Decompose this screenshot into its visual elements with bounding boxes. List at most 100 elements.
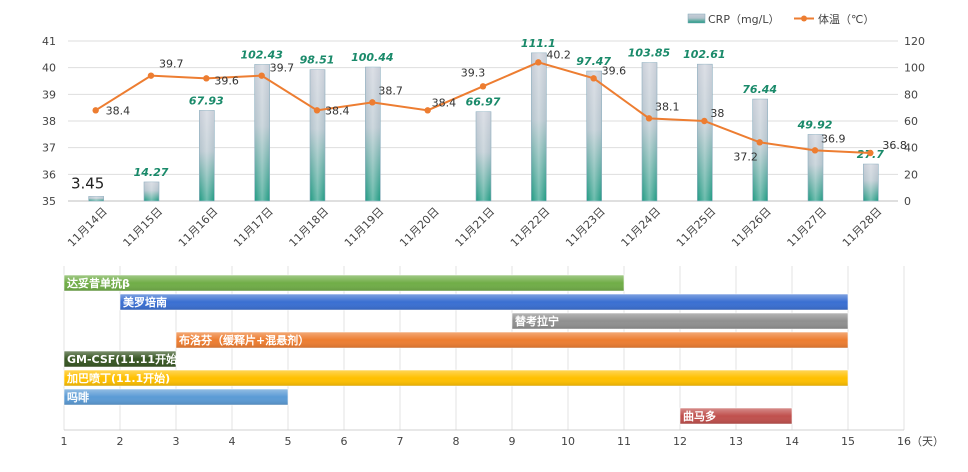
legend-label-temp: 体温（℃） [818, 12, 874, 26]
gantt-x-tick-label: 12 [673, 435, 687, 448]
temperature-point [92, 107, 99, 114]
x-category-label: 11月27日 [785, 205, 830, 250]
gantt-task-label: 达妥昔单抗β [67, 276, 130, 290]
temperature-data-label: 37.2 [733, 150, 758, 163]
bar [752, 98, 768, 202]
y-right-tick-label: 40 [904, 142, 918, 155]
y-left-tick-label: 41 [42, 35, 56, 48]
x-category-label: 11月19日 [342, 205, 387, 250]
x-category-label: 11月20日 [397, 205, 442, 250]
bar-shine [697, 64, 713, 201]
bar [199, 110, 215, 202]
bar-data-label: 97.47 [576, 55, 611, 68]
bar [143, 181, 160, 202]
gantt-task-label: 吗啡 [67, 390, 89, 404]
gantt-x-axis: 1 2 3 4 5 6 7 8 9 10 11 12 13 14 15 16 （天） [61, 429, 944, 448]
bar-data-label: 102.43 [240, 48, 283, 61]
combo-chart: 35 36 37 38 39 40 41 0 20 40 60 80 100 120 3.45 14.27… [42, 12, 925, 249]
gantt-task-label: 替考拉宁 [515, 314, 559, 328]
x-category-label: 11月24日 [619, 205, 664, 250]
bar-shine [88, 196, 104, 201]
temperature-data-label: 38 [710, 107, 724, 120]
x-category-label: 11月15日 [121, 205, 166, 250]
gantt-task: GM-CSF(11.11开始) [63, 350, 182, 368]
y-left-tick-label: 38 [42, 115, 56, 128]
temperature-data-label: 39.6 [602, 64, 627, 77]
gantt-task: 美罗培南 [119, 293, 849, 311]
bar-data-label: 111.1 [521, 37, 556, 50]
gantt-task-shine [64, 389, 288, 405]
x-category-label: 11月18日 [287, 205, 332, 250]
y-left-tick-label: 37 [42, 142, 56, 155]
gantt-task-shine [176, 332, 848, 348]
gantt-task-label: GM-CSF(11.11开始) [67, 352, 182, 366]
bar-data-label: 3.45 [71, 174, 104, 192]
temperature-point [203, 75, 210, 82]
temperature-point [258, 72, 265, 79]
bar [697, 63, 713, 202]
bar-data-label: 66.97 [466, 96, 501, 109]
gantt-x-tick-label: 2 [117, 435, 124, 448]
gantt-x-tick-label: 15 [841, 435, 855, 448]
x-category-label: 11月21日 [453, 205, 498, 250]
temperature-point [424, 107, 431, 114]
y-left-tick-label: 40 [42, 62, 56, 75]
bar-shine [199, 110, 215, 201]
bar-shine [863, 164, 879, 201]
bar-data-label: 102.61 [683, 48, 725, 61]
crp-data-labels: 3.45 14.27 67.93 102.43 98.51 100.44 66.97 111.… [71, 37, 884, 193]
bar [586, 70, 602, 202]
gantt-x-tick-label: 8 [453, 435, 460, 448]
bar-data-label: 100.44 [351, 51, 393, 64]
gantt-task: 加巴喷丁(11.1开始) [63, 369, 849, 387]
gantt-task-label: 布洛芬（缓释片+混悬剂） [179, 333, 309, 347]
gantt-task-label: 加巴喷丁(11.1开始) [66, 371, 170, 385]
temperature-data-label: 38.7 [378, 84, 403, 97]
temperature-data-label: 38.4 [106, 104, 130, 117]
temperature-point [811, 147, 819, 154]
x-category-label: 11月16日 [176, 205, 221, 250]
y-left-tick-label: 36 [42, 168, 56, 181]
temperature-point [147, 72, 155, 79]
temperature-line [92, 59, 874, 157]
bar [863, 163, 879, 202]
x-category-label: 11月23日 [563, 205, 608, 250]
gantt-task-shine [64, 351, 176, 367]
gantt-task-shine [120, 294, 848, 310]
y-right-tick-label: 20 [904, 168, 918, 181]
temperature-point [590, 75, 597, 82]
gantt-x-tick-label: 11 [617, 435, 631, 448]
temperature-point [867, 149, 874, 157]
gantt-x-tick-label: 1 [61, 435, 68, 448]
gantt-task-label: 曲马多 [683, 409, 716, 423]
gantt-x-unit-label: （天） [911, 435, 944, 448]
temperature-data-label: 36.9 [821, 132, 846, 145]
temperature-point [756, 139, 763, 146]
temperature-point [479, 83, 487, 90]
bar-shine [586, 71, 602, 201]
x-category-label: 11月14日 [65, 205, 110, 250]
gantt-task: 吗啡 [63, 388, 289, 406]
gantt-task-label: 美罗培南 [123, 295, 167, 309]
gantt-x-tick-label: 7 [397, 435, 404, 448]
y-axis-right: 0 20 40 60 80 100 120 [904, 35, 925, 208]
temperature-data-label: 38.4 [325, 104, 350, 117]
bar-data-label: 14.27 [134, 166, 169, 179]
gantt-x-tick-label: 6 [341, 435, 348, 448]
bar [475, 111, 492, 202]
gantt-x-tick-label: 14 [785, 435, 799, 448]
bar [88, 196, 104, 202]
gantt-task: 达妥昔单抗β [63, 274, 625, 292]
y-axis-left: 35 36 37 38 39 40 41 [42, 35, 56, 208]
temperature-data-labels: 38.4 39.7 39.6 39.7 38.4 38.7 38.4 39.3 40.2 39.6… [106, 48, 907, 163]
bar-shine [144, 181, 159, 201]
temperature-data-label: 39.3 [461, 66, 486, 79]
bar-shine [476, 111, 491, 201]
gantt-task-shine [64, 370, 848, 386]
legend-swatch-temp-marker [801, 15, 807, 22]
temperature-data-label: 36.8 [882, 139, 907, 152]
temperature-point [701, 117, 708, 125]
legend-swatch-crp [687, 13, 706, 24]
